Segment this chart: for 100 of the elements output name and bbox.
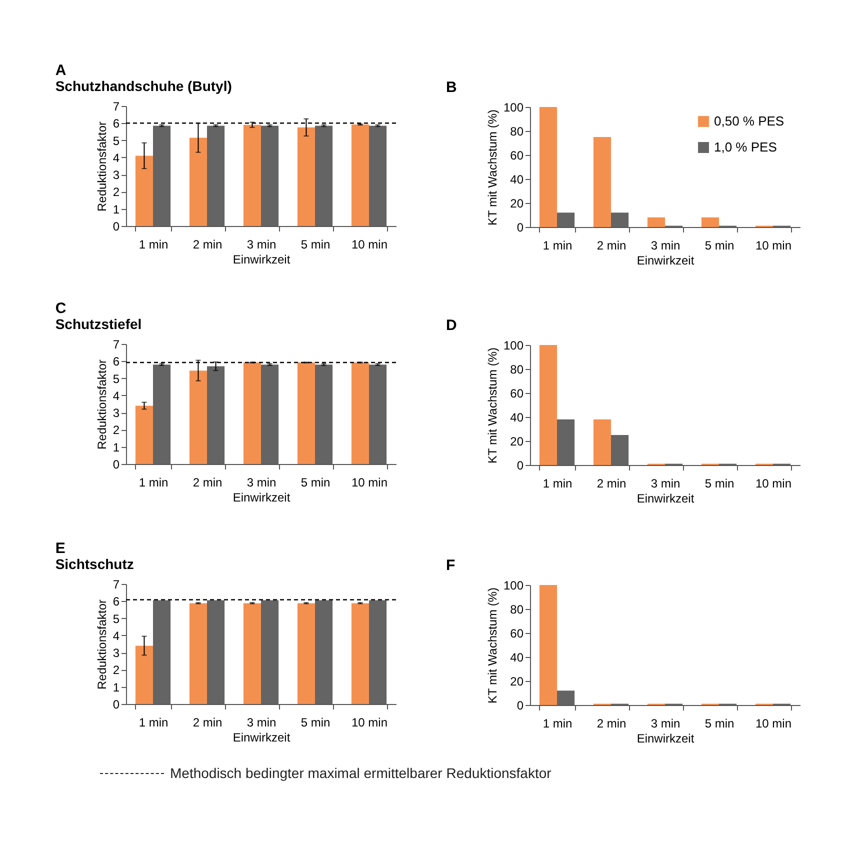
y-tick-label: 1 [112,440,120,454]
bar [701,217,719,227]
chart-title: A [55,62,66,79]
x-tick-label: 10 min [755,238,792,252]
y-tick-label: 20 [510,196,524,210]
x-axis-title: Einwirkzeit [232,252,291,266]
y-tick-label: 60 [510,148,524,162]
bar [369,364,387,464]
x-tick-label: 5 min [704,716,734,730]
y-tick-label: 0 [516,220,524,234]
x-tick-label: 1 min [542,716,572,730]
bar [647,217,665,227]
x-tick-label: 2 min [192,716,222,730]
x-tick-label: 1 min [138,238,168,252]
y-axis-title: Reduktionsfaktor [94,359,109,450]
y-tick-label: 4 [112,628,120,643]
x-tick-label: 5 min [300,476,330,490]
bar [539,107,557,227]
y-tick-label: 7 [112,578,120,592]
y-tick-label: 3 [112,406,120,420]
x-tick-label: 5 min [300,238,330,252]
y-tick-label: 7 [112,338,120,352]
bar [189,603,207,704]
bar [297,127,315,226]
x-tick-label: 2 min [596,238,626,252]
bar [369,600,387,704]
x-tick-label: 3 min [246,238,276,252]
x-tick-label: 10 min [755,716,792,730]
x-tick-label: 10 min [755,476,792,490]
bar [351,362,369,464]
y-tick-label: 40 [510,650,524,664]
y-axis-title: KT mit Wachstum (%) [485,587,500,704]
bar [135,156,153,226]
y-tick-label: 0 [112,220,120,234]
y-tick-label: 60 [510,626,524,640]
bar [153,364,171,464]
bar [243,603,261,704]
legend-label: 0,50 % PES [714,114,784,128]
y-axis-title: KT mit Wachstum (%) [485,109,500,226]
bar [315,600,333,704]
x-tick-label: 3 min [650,476,680,490]
x-tick-label: 2 min [192,238,222,252]
bar [153,600,171,704]
chart-title: F [446,557,456,574]
y-tick-label: 3 [112,168,120,182]
y-tick-label: 3 [112,646,120,660]
x-tick-label: 1 min [542,238,572,252]
y-tick-label: 6 [112,116,120,131]
bar [315,126,333,226]
x-tick-label: 3 min [650,716,680,730]
bar [189,370,207,464]
chart-title: D [446,317,457,334]
bar [243,362,261,464]
bar [593,419,611,465]
bar [261,126,279,226]
x-tick-label: 5 min [300,716,330,730]
x-tick-label: 10 min [351,476,388,490]
x-axis-title: Einwirkzeit [232,490,291,504]
y-tick-label: 2 [112,423,120,438]
y-tick-label: 20 [510,674,524,688]
chart-title: C [55,300,66,317]
bar [539,585,557,705]
y-axis-title: KT mit Wachstum (%) [485,347,500,464]
bar [207,366,225,464]
y-tick-label: 5 [112,372,120,386]
bar [243,124,261,226]
y-tick-label: 80 [510,602,524,616]
bar [207,126,225,226]
y-tick-label: 40 [510,410,524,424]
x-tick-label: 2 min [192,476,222,490]
x-axis-title: Einwirkzeit [232,730,291,744]
bar [593,137,611,227]
y-tick-label: 100 [503,100,524,114]
bar [297,362,315,464]
text: Methodisch bedingter maximal ermittelbarer Reduktionsfaktor [170,765,552,781]
y-tick-label: 0 [112,458,120,472]
chart-title: B [446,79,457,96]
y-tick-label: 2 [112,663,120,678]
chart-subtitle: Schutzhandschuhe (Butyl) [55,78,232,94]
bar [297,603,315,704]
x-tick-label: 10 min [351,716,388,730]
y-tick-label: 80 [510,362,524,376]
y-axis-title: Reduktionsfaktor [94,121,109,212]
bar [351,603,369,704]
y-tick-label: 7 [112,100,120,114]
x-tick-label: 3 min [246,476,276,490]
y-tick-label: 80 [510,124,524,138]
x-tick-label: 1 min [542,476,572,490]
x-tick-label: 1 min [138,476,168,490]
bar [611,435,629,465]
y-tick-label: 100 [503,338,524,352]
y-tick-label: 2 [112,185,120,200]
x-tick-label: 5 min [704,476,734,490]
y-tick-label: 5 [112,612,120,626]
y-tick-label: 20 [510,434,524,448]
y-tick-label: 5 [112,134,120,148]
bar [261,364,279,464]
x-tick-label: 3 min [650,238,680,252]
x-tick-label: 2 min [596,716,626,730]
y-tick-label: 0 [112,698,120,712]
